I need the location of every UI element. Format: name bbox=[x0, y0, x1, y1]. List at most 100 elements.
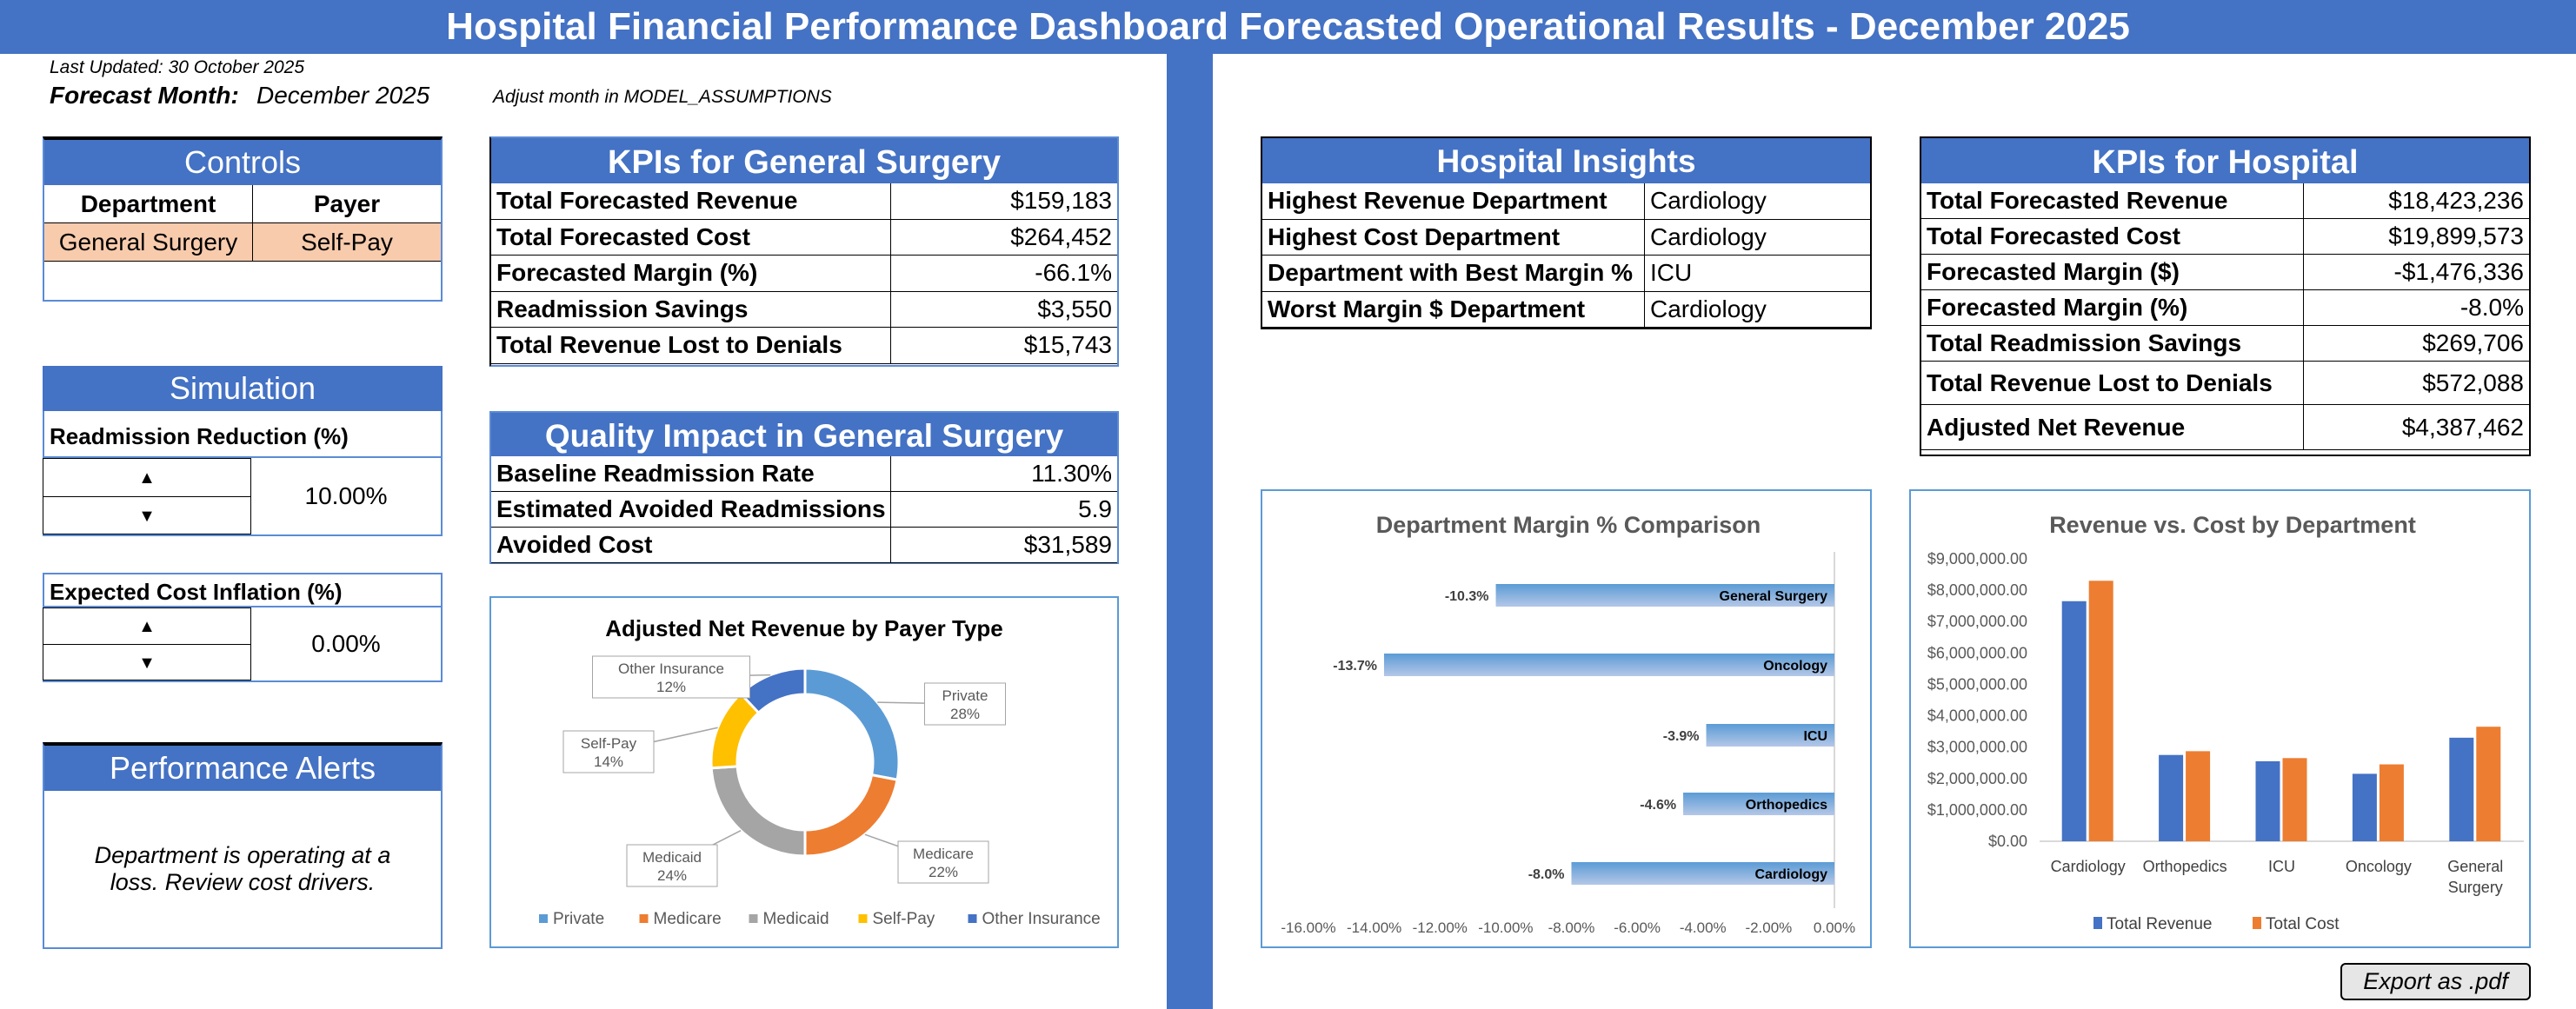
y-tick-label: $5,000,000.00 bbox=[1927, 675, 2027, 693]
slice-category-label: Private bbox=[942, 687, 988, 704]
legend-label: Private bbox=[553, 910, 604, 928]
x-tick-label: -14.00% bbox=[1347, 919, 1401, 936]
row-label: Adjusted Net Revenue bbox=[1921, 405, 2304, 450]
kpis-department-panel: KPIs for General Surgery Total Forecaste… bbox=[489, 136, 1119, 367]
row-value: $269,706 bbox=[2304, 326, 2529, 362]
data-label-box bbox=[626, 844, 718, 887]
y-tick-label: $4,000,000.00 bbox=[1927, 707, 2027, 725]
y-tick-label: $2,000,000.00 bbox=[1927, 770, 2027, 787]
export-pdf-button[interactable]: Export as .pdf bbox=[2340, 963, 2531, 1000]
margin-bar bbox=[1495, 584, 1834, 607]
x-tick-label: -10.00% bbox=[1478, 919, 1533, 936]
margin-bar bbox=[1383, 654, 1834, 676]
row-label: Readmission Savings bbox=[491, 291, 891, 328]
bar-value-label: -3.9% bbox=[1663, 729, 1700, 744]
x-tick-label: -4.00% bbox=[1680, 919, 1727, 936]
chart-title: Department Margin % Comparison bbox=[1376, 512, 1761, 538]
row-value: $15,743 bbox=[891, 328, 1117, 364]
adjust-month-note: Adjust month in MODEL_ASSUMPTIONS bbox=[493, 87, 832, 107]
bar-total-revenue bbox=[2061, 601, 2087, 841]
legend-swatch bbox=[858, 914, 868, 923]
row-label: Forecasted Margin ($) bbox=[1921, 255, 2304, 290]
row-label: Highest Revenue Department bbox=[1262, 183, 1645, 220]
simulation-title: Simulation bbox=[43, 366, 443, 411]
x-tick-label: 0.00% bbox=[1814, 919, 1855, 936]
row-label: Total Forecasted Revenue bbox=[1921, 183, 2304, 219]
kpis-hospital-panel: KPIs for Hospital Total Forecasted Reven… bbox=[1920, 136, 2531, 456]
bar-total-cost bbox=[2476, 727, 2501, 841]
donut-slice bbox=[803, 667, 901, 781]
data-label-box bbox=[592, 655, 750, 699]
data-label-box bbox=[897, 840, 989, 884]
insights-title: Hospital Insights bbox=[1262, 138, 1870, 183]
bar-total-cost bbox=[2186, 751, 2211, 841]
legend-label: Other Insurance bbox=[982, 910, 1101, 928]
kpis-department-title: KPIs for General Surgery bbox=[491, 138, 1117, 183]
slice-value-label: 14% bbox=[594, 753, 623, 770]
row-label: Estimated Avoided Readmissions bbox=[491, 492, 891, 528]
slice-value-label: 22% bbox=[929, 864, 958, 880]
margin-bar bbox=[1683, 793, 1834, 815]
department-header: Department bbox=[44, 185, 253, 223]
row-value: 11.30% bbox=[891, 456, 1117, 492]
performance-alerts-panel: Performance Alerts Department is operati… bbox=[43, 742, 443, 949]
row-label: Worst Margin $ Department bbox=[1262, 291, 1645, 328]
y-tick-label: $3,000,000.00 bbox=[1927, 739, 2027, 756]
donut-slice bbox=[738, 667, 807, 715]
row-label: Total Forecasted Cost bbox=[1921, 219, 2304, 255]
bar-total-revenue bbox=[2255, 760, 2280, 841]
row-label: Baseline Readmission Rate bbox=[491, 456, 891, 492]
legend-swatch bbox=[539, 914, 548, 923]
row-label: Total Readmission Savings bbox=[1921, 326, 2304, 362]
department-select[interactable]: General Surgery bbox=[44, 223, 253, 262]
controls-panel: Controls Department Payer General Surger… bbox=[43, 136, 443, 302]
forecast-month-value: December 2025 bbox=[256, 82, 430, 109]
row-label: Department with Best Margin % bbox=[1262, 256, 1645, 292]
section-divider bbox=[1167, 54, 1213, 1009]
row-value: 5.9 bbox=[891, 492, 1117, 528]
row-label: Total Forecasted Revenue bbox=[491, 183, 891, 220]
bar-value-label: -13.7% bbox=[1333, 659, 1377, 674]
bar-total-cost bbox=[2282, 758, 2307, 841]
bar-category-label: General Surgery bbox=[1720, 589, 1828, 604]
row-label: Avoided Cost bbox=[491, 528, 891, 563]
legend-swatch bbox=[639, 914, 649, 923]
forecast-month-label: Forecast Month: bbox=[50, 82, 239, 109]
row-label: Forecasted Margin (%) bbox=[1921, 290, 2304, 326]
payer-revenue-donut-chart: Adjusted Net Revenue by Payer Type Privat… bbox=[489, 596, 1119, 948]
chart-title: Adjusted Net Revenue by Payer Type bbox=[605, 615, 1003, 641]
payer-header: Payer bbox=[253, 185, 441, 223]
legend-swatch bbox=[2253, 917, 2261, 929]
x-category-label: Orthopedics bbox=[2143, 858, 2227, 875]
row-label: Total Revenue Lost to Denials bbox=[491, 328, 891, 364]
bar-value-label: -8.0% bbox=[1528, 867, 1565, 882]
row-value: $18,423,236 bbox=[2304, 183, 2529, 219]
legend-swatch bbox=[749, 914, 758, 923]
inflation-decrease-button[interactable]: ▼ bbox=[138, 654, 156, 673]
cost-inflation-label: Expected Cost Inflation (%) bbox=[43, 573, 443, 607]
x-tick-label: -6.00% bbox=[1614, 919, 1661, 936]
y-tick-label: $8,000,000.00 bbox=[1927, 581, 2027, 599]
bar-value-label: -10.3% bbox=[1445, 589, 1489, 604]
row-value: Cardiology bbox=[1645, 183, 1870, 220]
bar-category-label: Cardiology bbox=[1754, 867, 1827, 882]
payer-select[interactable]: Self-Pay bbox=[253, 223, 441, 262]
hospital-insights-panel: Hospital Insights Highest Revenue Depart… bbox=[1261, 136, 1872, 329]
data-label-box bbox=[924, 682, 1006, 726]
y-tick-label: $1,000,000.00 bbox=[1927, 801, 2027, 819]
row-value: $3,550 bbox=[891, 292, 1117, 328]
quality-impact-panel: Quality Impact in General Surgery Baseli… bbox=[489, 411, 1119, 564]
legend-swatch bbox=[968, 914, 977, 923]
alert-message: Department is operating at a loss. Revie… bbox=[94, 842, 391, 895]
donut-slice bbox=[709, 765, 807, 858]
readmission-increase-button[interactable]: ▲ bbox=[43, 459, 250, 497]
readmission-decrease-button[interactable]: ▼ bbox=[138, 507, 156, 526]
bar-category-label: Oncology bbox=[1763, 659, 1827, 674]
bar-value-label: -4.6% bbox=[1640, 798, 1676, 813]
x-category-label: Oncology bbox=[2346, 858, 2412, 875]
alerts-title: Performance Alerts bbox=[44, 746, 441, 791]
x-tick-label: -2.00% bbox=[1745, 919, 1792, 936]
row-value: $31,589 bbox=[891, 528, 1117, 563]
readmission-reduction-label: Readmission Reduction (%) bbox=[43, 411, 443, 458]
inflation-increase-button[interactable]: ▲ bbox=[43, 608, 250, 645]
